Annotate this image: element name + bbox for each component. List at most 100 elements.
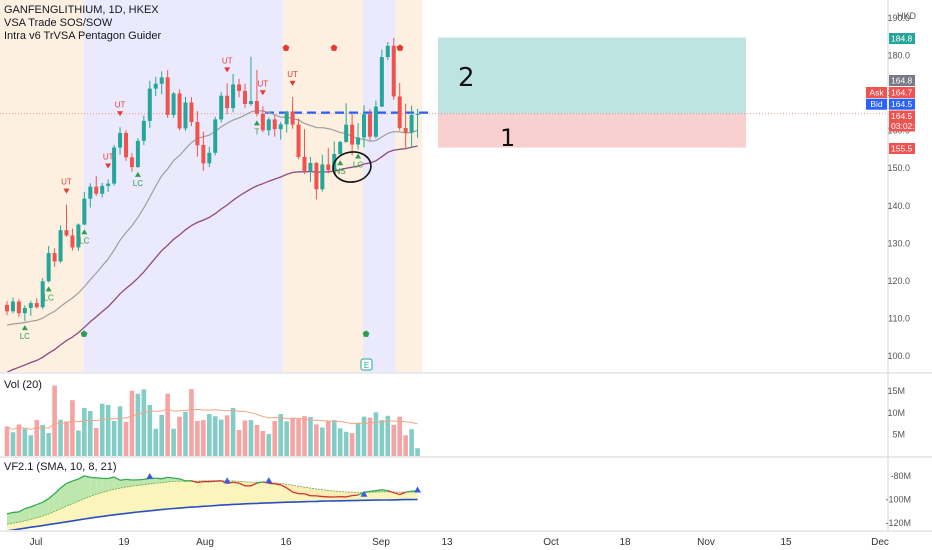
vf-base-fill — [316, 488, 323, 502]
time-tick-label: 16 — [280, 537, 292, 548]
candle-body — [100, 185, 105, 194]
candle — [403, 103, 408, 150]
indicator-pentagon-title[interactable]: Intra v6 TrVSA Pentagon Guider — [4, 30, 162, 42]
volume-bar — [242, 420, 248, 456]
candle-body — [397, 96, 402, 129]
vf-base-fill — [334, 491, 341, 501]
candle-body — [171, 93, 176, 115]
vf-base-fill — [84, 496, 91, 519]
candle — [308, 156, 313, 183]
session-backgrounds — [0, 0, 423, 372]
volume-bar — [58, 419, 63, 456]
vf-main-segment — [179, 478, 186, 482]
signal-label-ut: UT — [258, 79, 269, 88]
signal-label-ut: UT — [222, 56, 233, 65]
vf-base-fill — [256, 482, 263, 504]
candle-body — [177, 93, 182, 129]
candle-body — [22, 307, 27, 314]
candle — [82, 191, 87, 226]
vf-main-segment — [316, 495, 323, 498]
vf-main-segment — [197, 480, 204, 484]
volume-bar — [397, 416, 402, 456]
volume-bar — [159, 414, 164, 456]
symbol-title[interactable]: GANFENGLITHIUM, 1D, HKEX — [4, 4, 159, 16]
candle — [243, 83, 247, 108]
vf-main-segment — [304, 493, 311, 497]
candle-body — [379, 57, 384, 107]
vf-base-fill — [155, 482, 162, 511]
time-tick-label: Sep — [372, 537, 390, 548]
session-band — [395, 0, 423, 372]
vf-base-fill — [328, 490, 335, 501]
volume-bar — [308, 417, 313, 456]
vf-base-fill — [24, 519, 31, 529]
candle — [367, 108, 372, 141]
volume-bar — [195, 420, 200, 456]
candle — [278, 122, 283, 140]
long-position-tool[interactable] — [0, 37, 888, 148]
candle — [391, 37, 396, 100]
vf-base-fill — [197, 480, 204, 507]
vf-cloud-segment — [7, 512, 13, 525]
vf-cloud-segment — [108, 477, 115, 491]
candle — [141, 115, 146, 145]
volume-bar — [320, 427, 325, 456]
candle-body — [201, 144, 206, 164]
vf-main-segment — [72, 478, 79, 482]
indicator-vsa-title[interactable]: VSA Trade SOS/SOW — [4, 17, 113, 29]
volume-bar — [16, 424, 22, 456]
vf-base-fill — [102, 490, 109, 517]
candle-body — [76, 224, 81, 248]
volume-bar — [355, 422, 361, 456]
price-tag-side — [866, 87, 887, 98]
candle-body — [308, 162, 313, 171]
profit-zone — [438, 37, 746, 114]
signal-label-ut: UT — [287, 70, 298, 79]
candle — [201, 131, 206, 171]
candle — [22, 305, 27, 322]
vf-main-segment — [369, 490, 376, 493]
price-tag: 164.8 — [889, 75, 915, 86]
volume-bar — [272, 420, 278, 456]
vf-base-fill — [245, 481, 251, 504]
signal-label-lc: LC — [20, 332, 30, 341]
candle — [153, 76, 158, 97]
candle — [397, 82, 402, 131]
vf-cloud-segment — [12, 512, 19, 524]
vf-base-fill — [233, 480, 240, 505]
volume-ma-line — [6, 408, 418, 430]
price-tag: 164.503:02:43 — [889, 110, 924, 132]
candle-body — [88, 186, 93, 199]
candle-body — [118, 132, 123, 148]
vf-main-segment — [155, 477, 162, 480]
vf-main-segment — [113, 476, 121, 481]
candle — [10, 297, 15, 314]
candle — [159, 71, 164, 95]
vf-main-segment — [352, 494, 359, 497]
volume-bar — [64, 421, 69, 456]
candle-body — [326, 164, 331, 171]
vf-cloud-segment — [30, 504, 37, 520]
volume-pane-label[interactable]: Vol (20) — [4, 379, 42, 391]
volume-tick-label: 10M — [887, 408, 905, 418]
candle — [326, 147, 331, 174]
vf-base-fill — [352, 492, 359, 501]
hand-label-1: 1 — [500, 124, 515, 152]
candle-body — [350, 124, 355, 145]
chart-legend: GANFENGLITHIUM, 1D, HKEX VSA Trade SOS/S… — [4, 4, 161, 43]
vf-main-segment — [108, 476, 115, 480]
vf-main-segment — [346, 494, 353, 498]
vf-main-segment — [232, 481, 240, 484]
vf-pane-label[interactable]: VF2.1 (SMA, 10, 8, 21) — [4, 461, 117, 473]
vf-cross-marker-icon — [414, 486, 422, 493]
vf-main-segment — [48, 493, 56, 500]
signal-down-arrow-icon — [289, 80, 296, 86]
signal-label-lc: LC — [79, 236, 89, 245]
vf-base-fill — [381, 491, 388, 500]
candle — [124, 130, 128, 161]
price-tag-box — [889, 75, 915, 86]
candle — [314, 161, 319, 200]
signal-label-lc: LC — [133, 179, 143, 188]
